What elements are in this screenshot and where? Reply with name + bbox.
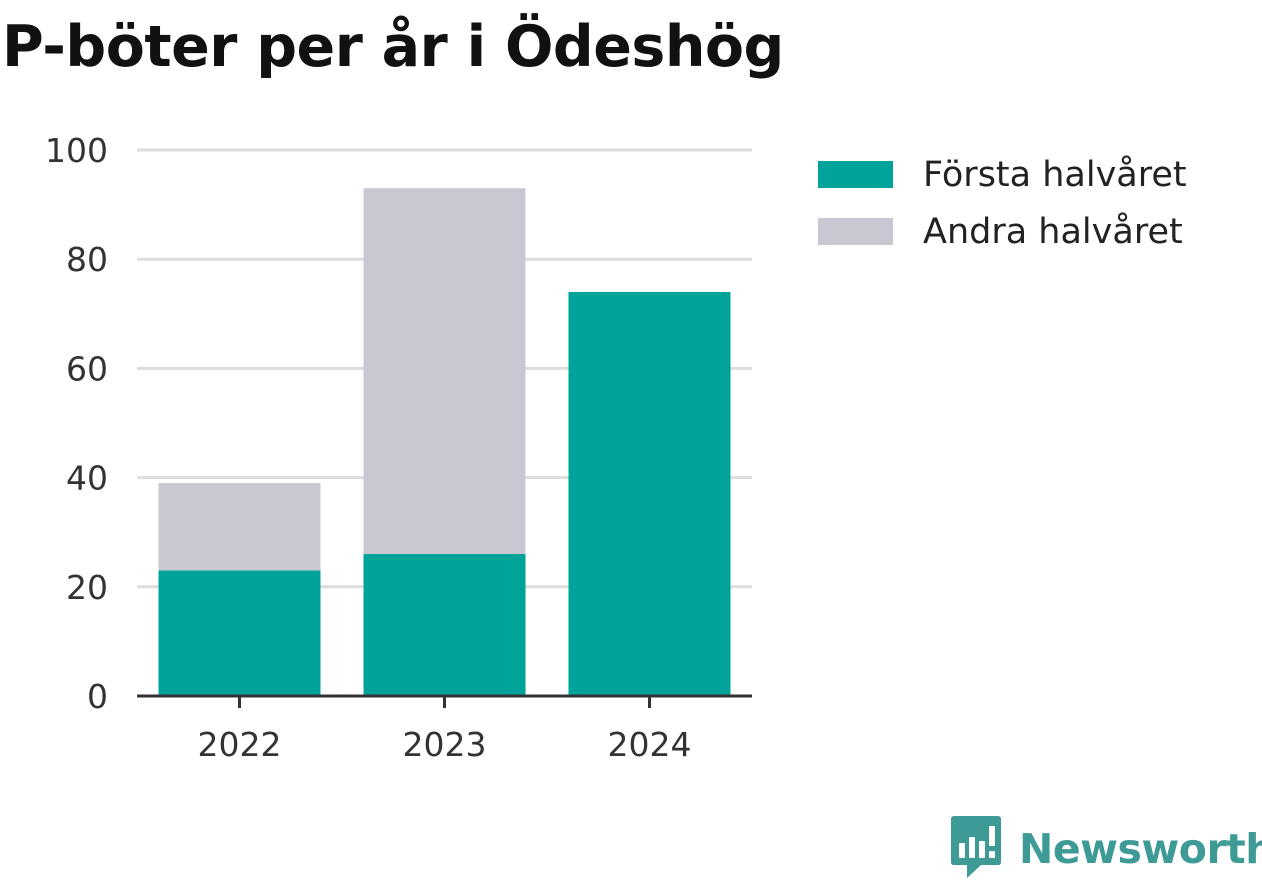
bar-2023-second-half (363, 188, 526, 555)
chart: 0 20 40 60 80 100 2022 2023 2024 (45, 131, 752, 764)
legend-item-second-half: Andra halvåret (818, 203, 1187, 260)
y-tick-label-40: 40 (66, 459, 108, 498)
bar-2022-second-half (158, 483, 321, 571)
x-tick-label-2023: 2023 (403, 725, 487, 764)
chart-title: P-böter per år i Ödeshög (2, 14, 784, 80)
brand-name: Newsworthy (1019, 825, 1262, 873)
y-tick-label-60: 60 (66, 349, 108, 388)
legend-label-first-half: Första halvåret (923, 154, 1187, 195)
brand-logo: Newsworthy (951, 816, 1262, 882)
legend: Första halvåret Andra halvåret (818, 146, 1187, 260)
bar-2023-first-half (363, 554, 526, 696)
bar-2022-first-half (158, 570, 321, 696)
legend-swatch-second-half (818, 218, 893, 245)
y-axis-ticks: 0 20 40 60 80 100 (45, 131, 108, 716)
x-tick-label-2022: 2022 (198, 725, 282, 764)
y-tick-label-80: 80 (66, 240, 108, 279)
legend-item-first-half: Första halvåret (818, 146, 1187, 203)
y-tick-label-100: 100 (45, 131, 108, 170)
y-tick-label-0: 0 (87, 677, 108, 716)
y-tick-label-20: 20 (66, 568, 108, 607)
x-tick-label-2024: 2024 (608, 725, 692, 764)
bar-2024-first-half (568, 291, 731, 696)
bar-chart-speech-bubble-icon (951, 816, 1001, 882)
x-axis: 2022 2023 2024 (137, 694, 752, 764)
bars (158, 188, 731, 696)
legend-swatch-first-half (818, 161, 893, 188)
legend-label-second-half: Andra halvåret (923, 211, 1183, 252)
